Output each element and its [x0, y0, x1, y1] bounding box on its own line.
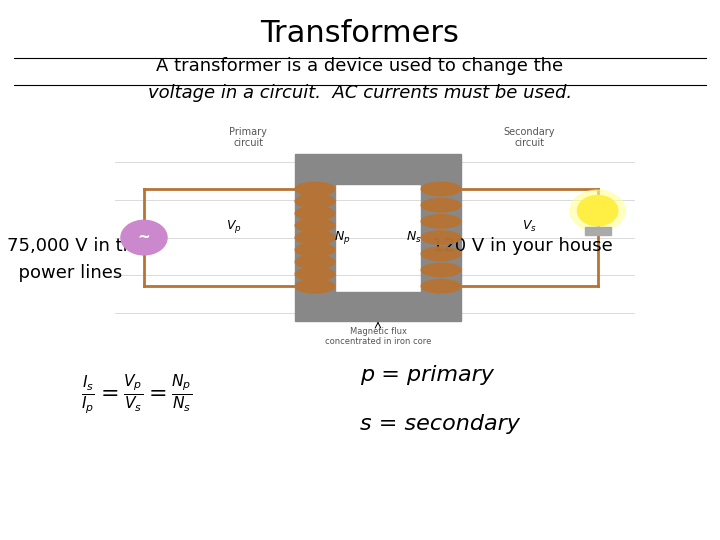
Text: power lines: power lines — [7, 264, 122, 282]
Text: Magnetic flux
concentrated in iron core: Magnetic flux concentrated in iron core — [325, 327, 431, 346]
Ellipse shape — [421, 183, 461, 196]
Ellipse shape — [421, 215, 461, 228]
Bar — [585, 227, 611, 235]
Text: p = primary: p = primary — [360, 365, 494, 386]
Ellipse shape — [295, 194, 335, 208]
Text: s = secondary: s = secondary — [360, 414, 520, 434]
Text: $V_p$: $V_p$ — [226, 218, 242, 235]
Bar — [295, 292, 461, 321]
Ellipse shape — [295, 255, 335, 268]
Text: $N_s$: $N_s$ — [406, 230, 422, 245]
Ellipse shape — [295, 231, 335, 244]
Bar — [421, 184, 461, 292]
Bar — [295, 154, 461, 184]
Ellipse shape — [421, 247, 461, 261]
Ellipse shape — [421, 263, 461, 276]
Ellipse shape — [295, 219, 335, 232]
Circle shape — [121, 220, 167, 255]
Text: $V_s$: $V_s$ — [522, 219, 536, 234]
Text: $\frac{I_s}{I_p} = \frac{V_p}{V_s} = \frac{N_p}{N_s}$: $\frac{I_s}{I_p} = \frac{V_p}{V_s} = \fr… — [81, 372, 192, 416]
Bar — [295, 184, 335, 292]
Text: 75,000 V in the: 75,000 V in the — [7, 237, 145, 255]
Ellipse shape — [421, 199, 461, 212]
Text: 120 V in your house: 120 V in your house — [432, 237, 613, 255]
Text: ~: ~ — [138, 230, 150, 245]
Circle shape — [577, 195, 618, 226]
Ellipse shape — [295, 280, 335, 293]
Ellipse shape — [421, 280, 461, 293]
Ellipse shape — [295, 243, 335, 256]
Text: A transformer is a device used to change the: A transformer is a device used to change… — [156, 57, 564, 75]
Text: voltage in a circuit.  AC currents must be used.: voltage in a circuit. AC currents must b… — [148, 84, 572, 102]
Ellipse shape — [295, 206, 335, 220]
Text: Primary
circuit: Primary circuit — [230, 127, 267, 148]
Text: $N_p$: $N_p$ — [334, 229, 350, 246]
Ellipse shape — [421, 231, 461, 244]
Circle shape — [570, 190, 625, 231]
Text: Secondary
circuit: Secondary circuit — [503, 127, 555, 148]
Ellipse shape — [295, 183, 335, 196]
Ellipse shape — [295, 267, 335, 281]
Text: Transformers: Transformers — [261, 19, 459, 48]
